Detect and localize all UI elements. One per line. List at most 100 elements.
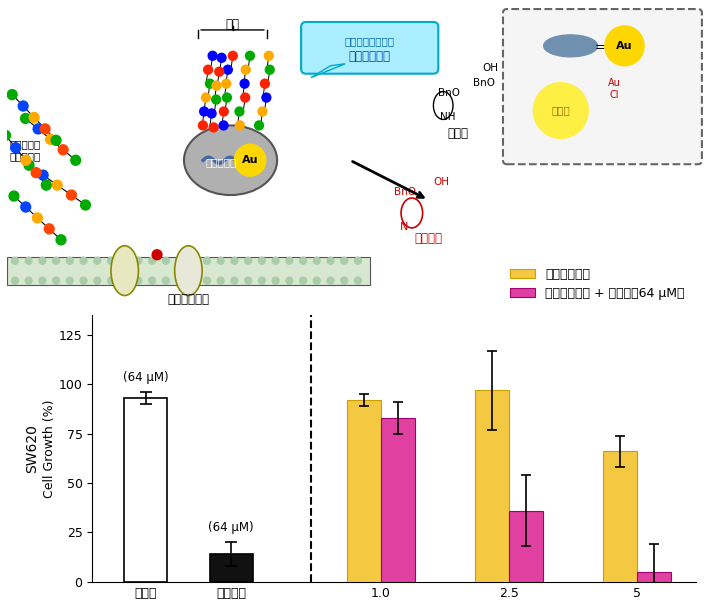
Bar [381, 418, 415, 582]
Circle shape [152, 250, 162, 260]
Circle shape [212, 95, 221, 104]
Circle shape [219, 121, 228, 130]
Circle shape [163, 277, 169, 284]
Text: (64 μM): (64 μM) [123, 371, 168, 384]
Circle shape [81, 200, 90, 210]
Circle shape [205, 79, 214, 88]
Circle shape [148, 257, 155, 264]
Circle shape [176, 277, 183, 284]
Circle shape [313, 257, 320, 264]
Circle shape [121, 277, 128, 284]
Bar [509, 511, 543, 582]
Circle shape [21, 155, 31, 165]
Text: BnO: BnO [473, 78, 495, 88]
Circle shape [258, 257, 266, 264]
Circle shape [163, 257, 169, 264]
Circle shape [229, 52, 237, 60]
Bar [475, 390, 509, 582]
Circle shape [107, 257, 114, 264]
Circle shape [272, 257, 279, 264]
Circle shape [67, 277, 73, 284]
Circle shape [235, 107, 244, 116]
Circle shape [9, 191, 19, 201]
Circle shape [53, 180, 62, 190]
Text: 金触媒: 金触媒 [552, 105, 570, 116]
Text: がん細胞表面: がん細胞表面 [168, 293, 209, 307]
Circle shape [39, 277, 46, 284]
Circle shape [190, 257, 197, 264]
Circle shape [33, 124, 43, 134]
Ellipse shape [111, 246, 138, 296]
Circle shape [39, 257, 46, 264]
Circle shape [11, 257, 18, 264]
Circle shape [245, 277, 251, 284]
Circle shape [176, 257, 183, 264]
Circle shape [208, 52, 217, 60]
Text: Au: Au [242, 155, 258, 165]
Bar [637, 572, 671, 582]
Text: BnO: BnO [438, 88, 460, 98]
FancyBboxPatch shape [301, 22, 438, 74]
Circle shape [231, 257, 238, 264]
Text: Au
Cl: Au Cl [608, 78, 621, 99]
Bar [346, 400, 381, 582]
Circle shape [300, 277, 307, 284]
Circle shape [41, 180, 51, 190]
Circle shape [24, 160, 34, 170]
Circle shape [212, 81, 221, 90]
Text: N: N [400, 222, 408, 232]
Circle shape [204, 277, 210, 284]
Circle shape [67, 190, 76, 200]
Circle shape [33, 213, 43, 223]
Text: 糖鎖が導入された: 糖鎖が導入された [344, 36, 395, 46]
Text: NH: NH [440, 113, 456, 122]
Circle shape [7, 90, 17, 99]
Circle shape [135, 277, 142, 284]
FancyBboxPatch shape [503, 9, 702, 164]
Circle shape [217, 53, 226, 62]
Circle shape [246, 52, 254, 60]
Circle shape [207, 109, 216, 118]
Text: 前駆体: 前駆体 [447, 127, 469, 141]
Circle shape [234, 144, 266, 176]
Circle shape [222, 79, 231, 88]
Circle shape [21, 113, 31, 124]
Text: 人工金属酵素: 人工金属酵素 [349, 50, 391, 63]
Circle shape [354, 277, 361, 284]
Circle shape [533, 82, 589, 138]
Circle shape [135, 257, 142, 264]
Text: SW620: SW620 [25, 424, 39, 473]
Text: アルブミン: アルブミン [205, 157, 236, 167]
Y-axis label: Cell Growth (%): Cell Growth (%) [43, 399, 56, 498]
Circle shape [262, 93, 271, 102]
Circle shape [224, 65, 232, 74]
Text: OH: OH [482, 62, 498, 73]
Text: BnO: BnO [394, 187, 416, 197]
Circle shape [204, 257, 210, 264]
Circle shape [219, 107, 228, 116]
Circle shape [209, 123, 218, 132]
Circle shape [94, 257, 101, 264]
Circle shape [58, 145, 68, 155]
Circle shape [286, 277, 293, 284]
Bar [209, 554, 253, 582]
Text: 糖鎖: 糖鎖 [226, 18, 239, 31]
Circle shape [94, 277, 101, 284]
Circle shape [341, 257, 348, 264]
Text: OH: OH [433, 177, 449, 187]
Ellipse shape [544, 35, 598, 57]
Circle shape [80, 277, 87, 284]
Circle shape [53, 257, 60, 264]
Circle shape [148, 277, 155, 284]
Circle shape [18, 101, 28, 111]
Circle shape [38, 170, 48, 180]
Polygon shape [311, 64, 345, 78]
Circle shape [258, 277, 266, 284]
Ellipse shape [175, 246, 202, 296]
Circle shape [202, 93, 210, 102]
Circle shape [341, 277, 348, 284]
Circle shape [272, 277, 279, 284]
Circle shape [199, 121, 207, 130]
Circle shape [217, 277, 224, 284]
Circle shape [241, 65, 250, 74]
